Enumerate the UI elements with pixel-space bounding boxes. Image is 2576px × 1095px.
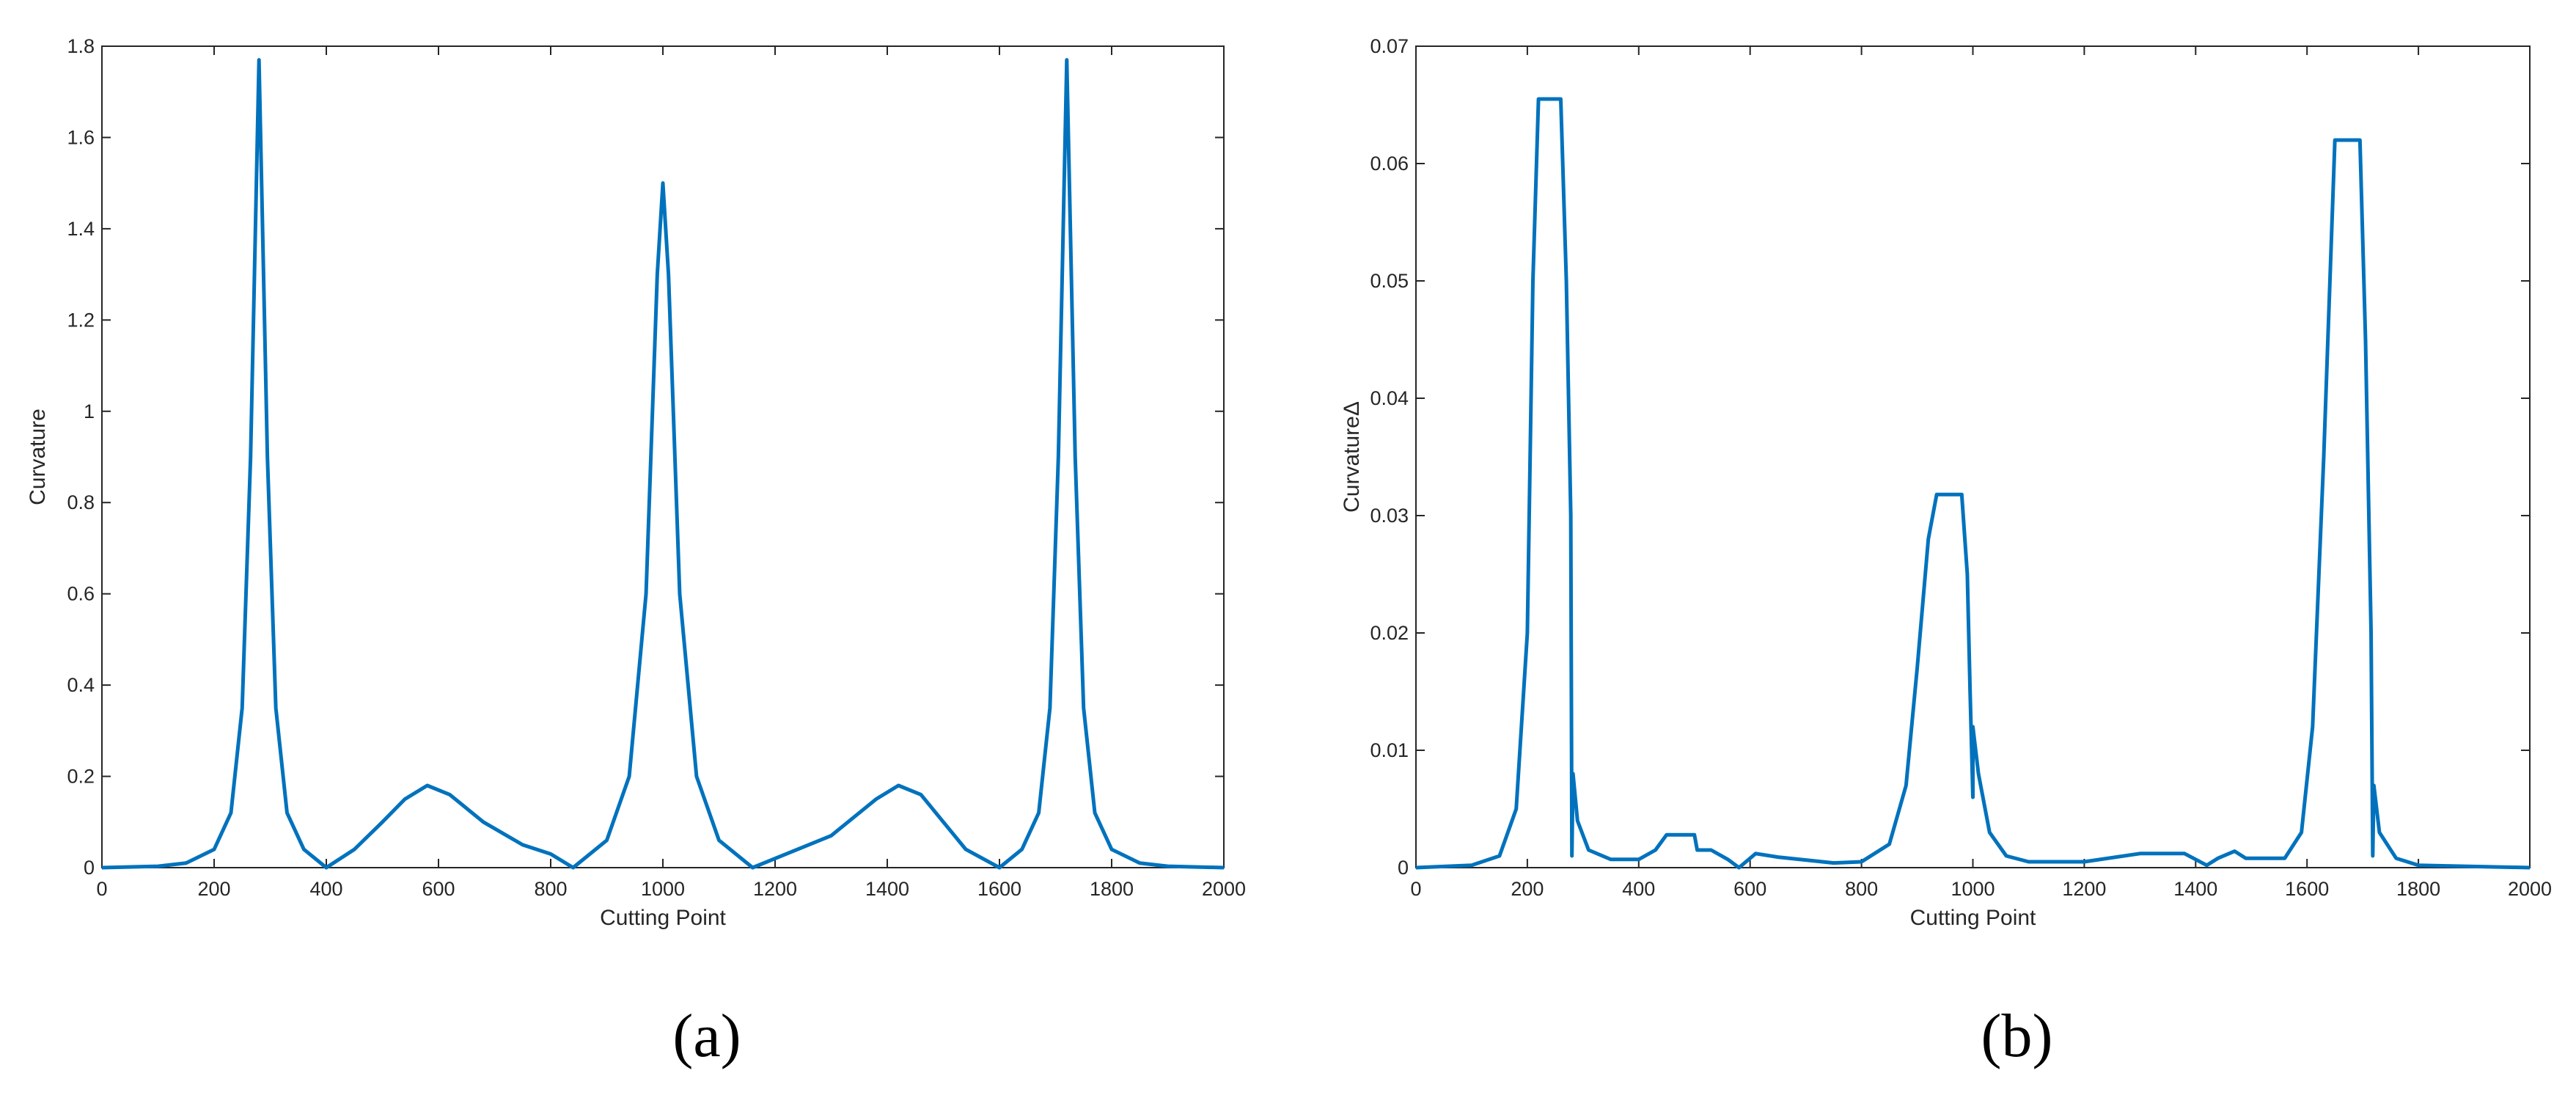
- x-tick-label: 400: [1622, 878, 1655, 900]
- y-tick-label: 0.04: [1370, 387, 1409, 409]
- x-tick-label: 1600: [977, 878, 1021, 900]
- caption: (a): [672, 1002, 741, 1070]
- y-tick-label: 1.4: [67, 218, 95, 240]
- x-tick-label: 1400: [865, 878, 909, 900]
- x-tick-label: 0: [1410, 878, 1421, 900]
- x-tick-label: 400: [309, 878, 342, 900]
- y-tick-label: 0.2: [67, 766, 95, 788]
- y-tick-label: 0.05: [1370, 270, 1409, 292]
- x-tick-label: 600: [1733, 878, 1766, 900]
- x-tick-label: 1800: [1090, 878, 1134, 900]
- data-line: [1415, 97, 2531, 870]
- y-tick-label: 0.07: [1370, 35, 1409, 57]
- y-tick-label: 0: [84, 857, 95, 879]
- y-tick-label: 0.01: [1370, 739, 1409, 761]
- y-tick-label: 0.8: [67, 491, 95, 513]
- x-tick-label: 200: [197, 878, 230, 900]
- y-axis-label: CurvatureΔ: [1340, 401, 1364, 513]
- y-tick-label: 1.2: [67, 309, 95, 331]
- x-tick-label: 2000: [1202, 878, 1246, 900]
- x-tick-label: 800: [1845, 878, 1878, 900]
- x-tick-label: 800: [534, 878, 567, 900]
- x-axis-label: Cutting Point: [600, 906, 726, 930]
- y-tick-label: 0: [1398, 857, 1409, 879]
- x-tick-label: 1600: [2285, 878, 2329, 900]
- y-tick-label: 1.6: [67, 126, 95, 148]
- caption: (b): [1981, 1002, 2053, 1070]
- x-tick-label: 1000: [1951, 878, 1995, 900]
- y-tick-label: 1.8: [67, 35, 95, 57]
- x-tick-label: 0: [96, 878, 107, 900]
- y-tick-label: 0.03: [1370, 505, 1409, 527]
- x-axis-label: Cutting Point: [1910, 906, 2036, 930]
- x-tick-label: 200: [1511, 878, 1544, 900]
- y-tick-label: 0.02: [1370, 622, 1409, 644]
- x-tick-label: 2000: [2508, 878, 2552, 900]
- y-axis-label: Curvature: [26, 409, 50, 505]
- x-tick-label: 1400: [2173, 878, 2217, 900]
- y-tick-label: 0.4: [67, 674, 95, 696]
- x-tick-label: 1800: [2396, 878, 2440, 900]
- plot-area: [101, 45, 1225, 868]
- x-tick-label: 1200: [753, 878, 797, 900]
- y-tick-label: 1: [84, 400, 95, 422]
- data-line: [101, 58, 1225, 870]
- x-tick-label: 600: [422, 878, 455, 900]
- x-tick-label: 1200: [2062, 878, 2106, 900]
- x-tick-label: 1000: [641, 878, 685, 900]
- y-tick-label: 0.06: [1370, 153, 1409, 175]
- y-tick-label: 0.6: [67, 583, 95, 605]
